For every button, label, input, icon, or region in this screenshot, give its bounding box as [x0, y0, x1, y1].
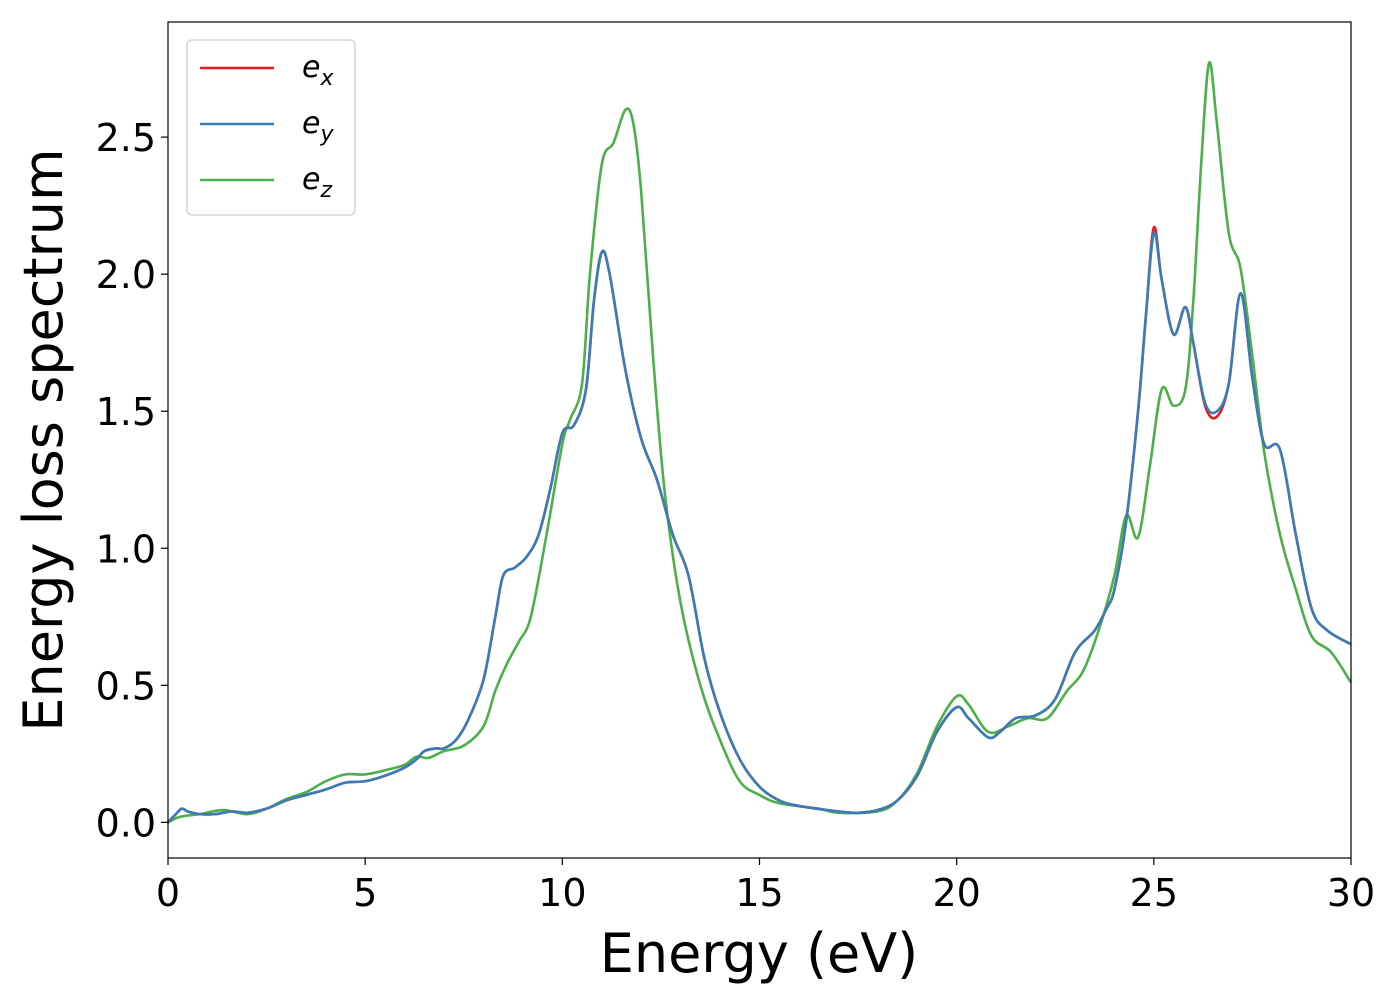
legend: ex ey ez: [186, 39, 356, 216]
x-tick-label: 20: [932, 871, 980, 915]
x-tick-label: 30: [1327, 871, 1375, 915]
series-line-ey: [167, 231, 1352, 824]
legend-label-ex: ex: [302, 50, 334, 91]
y-tick-label: 2.0: [96, 253, 156, 297]
tick-layer: 0 5 10 15 20 25 30 0.0 0.5 1.0 1.5 2.0 2.5: [96, 116, 1376, 915]
legend-label-ey: ey: [302, 106, 334, 147]
y-tick-label: 0.0: [96, 801, 156, 845]
x-tick-label: 0: [156, 871, 180, 915]
y-tick-label: 2.5: [96, 116, 156, 160]
x-tick-label: 10: [538, 871, 586, 915]
x-tick-label: 5: [353, 871, 377, 915]
legend-box: [186, 39, 356, 216]
legend-label-ez: ez: [302, 162, 332, 203]
x-axis-label: Energy (eV): [600, 922, 919, 985]
x-tick-label: 25: [1130, 871, 1178, 915]
y-tick-label: 0.5: [96, 664, 156, 708]
y-tick-label: 1.0: [96, 527, 156, 571]
series-layer: [167, 61, 1353, 824]
x-tick-label: 15: [735, 871, 783, 915]
y-tick-label: 1.5: [96, 390, 156, 434]
y-axis-label: Energy loss spectrum: [12, 148, 75, 731]
series-line-ez: [167, 61, 1353, 824]
